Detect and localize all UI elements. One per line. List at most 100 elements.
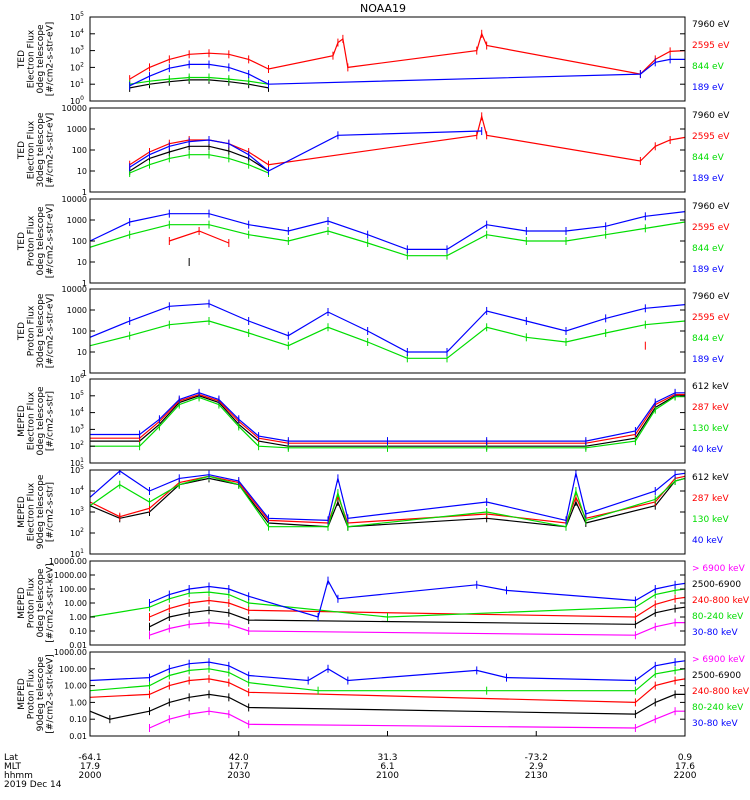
series-189-ev [129,55,685,90]
y-tick-label: 101 [70,457,84,468]
figure-title: NOAA19 [360,2,406,15]
y-tick-base: 10 [70,508,80,517]
y-tick-exponent: 5 [80,390,84,397]
legend-entry: 130 keV [692,424,729,434]
y-tick-label: 10000.00 [49,557,87,566]
y-axis-label-line: MEPED [17,678,27,710]
panel-frame [89,651,686,737]
y-tick-base: 10 [70,409,80,418]
panel-data [90,388,685,452]
series-line [90,392,685,442]
y-tick-label: 1000.00 [54,648,87,657]
legend-entry: 240-800 keV [692,596,750,606]
panel-data [129,112,685,178]
legend-entry: 287 keV [692,494,729,504]
panel-data [90,656,685,732]
legend-entry: 612 keV [692,382,729,392]
series-2595-ev [168,226,230,248]
series-line [90,396,685,449]
y-tick-base: 10 [70,466,80,475]
y-tick-label: 10000 [62,285,87,294]
y-tick-label: 101 [70,78,84,89]
legend-entry: 80-240 keV [692,703,744,713]
series-844-ev [90,316,685,363]
y-tick-label: 102 [70,61,84,72]
series-30-80-kev [149,576,685,621]
legend-entry: 2500-6900 [692,580,741,590]
y-tick-label: 0.10 [69,627,87,636]
y-tick-label: 10 [77,167,87,176]
legend-entry: 844 eV [692,153,725,163]
y-axis-label-line: Electron Flux [27,482,37,541]
y-axis-label-line: Proton Flux [27,215,37,266]
y-tick-label: 104 [70,485,84,496]
y-tick-base: 10 [70,63,80,72]
y-tick-exponent: 5 [80,464,84,471]
y-tick-exponent: 3 [80,506,84,513]
x-row-label-mlt: MLT [4,762,22,772]
series-80-240-kev [90,664,685,695]
legend-entry: 2595 eV [692,41,730,51]
series-7960-ev [129,142,269,175]
legend-entry: 189 eV [692,83,725,93]
series-30-80-kev [90,656,685,685]
panel-data [129,29,685,92]
y-tick-label: 105 [70,11,84,22]
y-axis-label-line: 90deg telescope [36,656,46,731]
series-line [129,76,269,85]
y-tick-exponent: 2 [80,527,84,534]
y-tick-label: 10.00 [64,682,87,691]
x-tick-mlt: 17.7 [229,762,249,772]
y-tick-label: 106 [70,373,84,384]
panel-frame [89,288,686,374]
y-tick-label: 1.00 [69,613,87,622]
y-tick-base: 10 [70,459,80,468]
y-tick-label: 10000 [62,104,87,113]
series-130-kev [90,472,685,531]
y-tick-label: 1.00 [69,698,87,707]
series-line [90,211,685,250]
legend-entry: 80-240 keV [692,612,744,622]
y-axis-label-line: Electron Flux [27,29,37,88]
y-tick-label: 100.00 [59,585,87,594]
y-tick-label: 104 [70,407,84,418]
series-line [129,145,269,172]
y-tick-label: 100 [72,327,87,336]
y-axis-label-line: MEPED [17,496,27,528]
y-tick-label: 10 [77,348,87,357]
y-axis-label-line: Proton Flux [27,577,37,628]
series-40-kev [90,388,685,446]
panel-data [90,207,685,266]
y-tick-base: 10 [70,375,80,384]
series-line [129,130,482,172]
y-tick-base: 10 [70,392,80,401]
legend-entry: 287 keV [692,403,729,413]
y-tick-label: 101 [70,548,84,559]
panel-frame [89,378,686,464]
y-axis-label-line: 0deg telescope [36,386,46,456]
legend-entry: 2595 eV [692,223,730,233]
panel-frame [89,16,686,102]
x-row-label-hhmm: hhmm [4,771,33,781]
y-tick-exponent: 4 [80,485,84,492]
y-tick-exponent: 4 [80,407,84,414]
series-line [129,58,685,87]
series-7960-ev [129,75,269,92]
series-line [90,660,685,682]
y-tick-label: 102 [70,527,84,538]
x-tick-hhmm: 2030 [227,771,250,781]
x-tick-lat: -64.1 [78,753,101,763]
y-tick-label: 10 [77,258,87,267]
x-tick-hhmm: 2200 [674,771,697,781]
series-line [129,79,269,89]
panel-data [90,470,685,531]
y-tick-exponent: 1 [80,457,84,464]
panel-frame [89,107,686,193]
series-40-kev [90,470,685,525]
y-axis-label-line: 90deg telescope [36,474,46,549]
legend-entry: 130 keV [692,515,729,525]
y-axis-label-line: Proton Flux [27,668,37,719]
